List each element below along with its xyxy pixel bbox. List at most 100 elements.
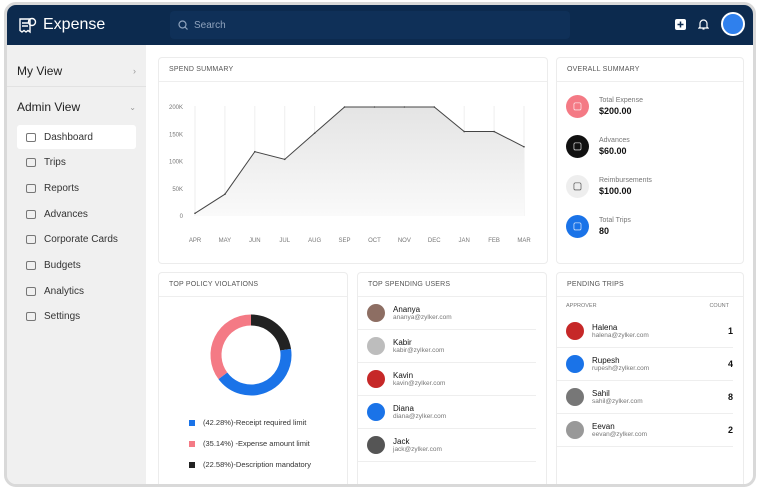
- user-row[interactable]: Ananya ananya@zylker.com: [358, 297, 536, 330]
- summary-item: ▢ Reimbursements $100.00: [566, 166, 743, 206]
- search-input[interactable]: Search: [170, 11, 570, 39]
- sidebar-item-budgets[interactable]: Budgets: [17, 253, 136, 277]
- user-row[interactable]: Kavin kavin@zylker.com: [358, 363, 536, 396]
- donut-slice: [218, 348, 292, 396]
- y-tick-label: 150K: [169, 132, 183, 138]
- avatar: [566, 322, 584, 340]
- add-icon[interactable]: [675, 18, 686, 30]
- analytics-icon: [26, 286, 36, 296]
- card-title: SPEND SUMMARY: [159, 58, 547, 82]
- sidebar-item-reports[interactable]: Reports: [17, 176, 136, 200]
- spend-line: [194, 106, 525, 214]
- advances-icon: [26, 209, 36, 219]
- approver-email: rupesh@zylker.com: [592, 365, 650, 372]
- data-point: [493, 130, 495, 133]
- dashboard: SPEND SUMMARY APR MAY JUN JUL AUG SEP OCT NOV DE…: [146, 45, 753, 484]
- data-point: [343, 106, 346, 108]
- approver-email: halena@zylker.com: [592, 332, 649, 339]
- budgets-icon: [26, 260, 36, 270]
- sidebar-item-label: Dashboard: [44, 131, 93, 143]
- user-name: Jack: [393, 437, 410, 446]
- sidebar-item-corporate-cards[interactable]: Corporate Cards: [17, 228, 136, 252]
- y-tick-label: 0: [180, 214, 184, 220]
- my-view-toggle[interactable]: My View ›: [7, 55, 146, 87]
- sidebar-item-label: Analytics: [44, 285, 85, 297]
- approver-name: Eevan: [592, 422, 615, 431]
- avatar: [367, 403, 385, 421]
- top-spending-users-card: TOP SPENDING USERS Ananya ananya@zylker.c…: [357, 272, 547, 484]
- summary-icon: ▢: [566, 174, 589, 198]
- header: Expense Search: [7, 5, 753, 45]
- sidebar-item-label: Reports: [44, 182, 80, 194]
- legend-swatch: [189, 419, 195, 426]
- user-email: ananya@zylker.com: [393, 314, 452, 321]
- admin-view-toggle[interactable]: Admin View ⌄: [7, 91, 146, 123]
- summary-icon: ▢: [566, 94, 589, 118]
- x-tick-label: NOV: [398, 238, 411, 244]
- pending-row[interactable]: Eevan eevan@zylker.com 2: [557, 414, 733, 447]
- sidebar-item-trips[interactable]: Trips: [17, 151, 136, 175]
- pending-row[interactable]: Sahil sahil@zylker.com 8: [557, 381, 733, 414]
- data-point: [224, 193, 226, 195]
- x-tick-label: OCT: [368, 238, 381, 244]
- trip-count: 1: [727, 326, 733, 336]
- legend-item: (22.58%)-Description mandatory: [189, 454, 347, 475]
- search-placeholder: Search: [194, 19, 226, 31]
- app-window: Expense Search My View › Admin View ⌄ Dash…: [4, 2, 756, 487]
- summary-label: Total Expense: [599, 96, 643, 104]
- x-tick-label: JUN: [249, 238, 261, 244]
- approver-name: Rupesh: [592, 356, 620, 365]
- logo[interactable]: Expense: [17, 16, 162, 34]
- data-point: [433, 106, 436, 108]
- x-tick-label: JUL: [279, 238, 290, 244]
- app-name: Expense: [43, 16, 106, 33]
- pending-row[interactable]: Halena halena@zylker.com 1: [557, 315, 733, 348]
- sidebar-item-dashboard[interactable]: Dashboard: [17, 125, 136, 149]
- approver-email: sahil@zylker.com: [592, 398, 643, 405]
- data-point: [254, 150, 256, 153]
- pending-trips-card: PENDING TRIPS APPROVER COUNT Halena halena…: [556, 272, 744, 484]
- approver-name: Halena: [592, 323, 618, 332]
- avatar: [566, 388, 584, 406]
- user-row[interactable]: Kabir kabir@zylker.com: [358, 330, 536, 363]
- data-point: [283, 158, 286, 161]
- user-name: Ananya: [393, 305, 421, 314]
- sidebar-item-label: Settings: [44, 311, 81, 323]
- y-tick-label: 50K: [172, 187, 183, 193]
- y-tick-label: 100K: [169, 160, 183, 166]
- user-row[interactable]: Jack jack@zylker.com: [358, 429, 536, 462]
- sidebar-item-analytics[interactable]: Analytics: [17, 279, 136, 303]
- summary-item: ▢ Total Expense $200.00: [566, 86, 743, 126]
- bell-icon[interactable]: [698, 18, 709, 30]
- receipt-logo-icon: [19, 17, 37, 34]
- user-row[interactable]: Diana diana@zylker.com: [358, 396, 536, 429]
- donut-slice: [210, 314, 252, 380]
- user-name: Diana: [393, 404, 414, 413]
- policy-violations-card: TOP POLICY VIOLATIONS (42.28%)-Receipt r…: [158, 272, 348, 484]
- sidebar-item-advances[interactable]: Advances: [17, 202, 136, 226]
- summary-icon: ▢: [566, 134, 589, 158]
- sidebar-item-settings[interactable]: Settings: [17, 305, 136, 329]
- pending-row[interactable]: Rupesh rupesh@zylker.com 4: [557, 348, 733, 381]
- legend-swatch: [189, 440, 195, 447]
- user-avatar[interactable]: [721, 12, 745, 36]
- corporate-cards-icon: [26, 235, 36, 245]
- legend-item: (35.14%) -Expense amount limit: [189, 433, 347, 454]
- summary-label: Advances: [599, 136, 630, 144]
- x-tick-label: FEB: [488, 238, 500, 244]
- summary-item: ▢ Total Trips 80: [566, 206, 743, 246]
- dashboard-icon: [26, 132, 36, 142]
- area-fill: [195, 107, 524, 216]
- x-tick-label: JAN: [459, 238, 470, 244]
- approver-name: Sahil: [592, 389, 610, 398]
- y-tick-label: 200K: [169, 105, 183, 111]
- avatar: [367, 370, 385, 388]
- summary-value: $60.00: [599, 145, 627, 156]
- trip-count: 8: [727, 392, 733, 402]
- sidebar: My View › Admin View ⌄ Dashboard Trips Repor…: [7, 45, 146, 484]
- count-header: COUNT: [709, 303, 729, 309]
- sidebar-item-label: Corporate Cards: [44, 234, 118, 246]
- summary-value: $200.00: [599, 105, 632, 116]
- x-tick-label: MAY: [219, 238, 232, 244]
- admin-view-label: Admin View: [17, 100, 81, 114]
